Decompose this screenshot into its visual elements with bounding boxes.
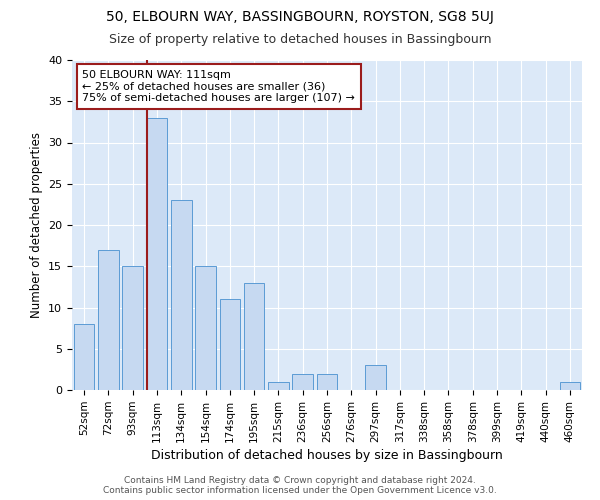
Bar — [98, 250, 119, 390]
Bar — [317, 374, 337, 390]
Bar — [74, 324, 94, 390]
Bar — [268, 382, 289, 390]
Bar — [146, 118, 167, 390]
Bar — [220, 299, 240, 390]
Bar — [560, 382, 580, 390]
Bar — [171, 200, 191, 390]
Bar — [195, 266, 216, 390]
Text: Size of property relative to detached houses in Bassingbourn: Size of property relative to detached ho… — [109, 32, 491, 46]
Bar — [244, 283, 265, 390]
Y-axis label: Number of detached properties: Number of detached properties — [29, 132, 43, 318]
Bar — [292, 374, 313, 390]
Text: Contains HM Land Registry data © Crown copyright and database right 2024.
Contai: Contains HM Land Registry data © Crown c… — [103, 476, 497, 495]
Bar — [122, 266, 143, 390]
X-axis label: Distribution of detached houses by size in Bassingbourn: Distribution of detached houses by size … — [151, 449, 503, 462]
Text: 50 ELBOURN WAY: 111sqm
← 25% of detached houses are smaller (36)
75% of semi-det: 50 ELBOURN WAY: 111sqm ← 25% of detached… — [82, 70, 355, 103]
Bar — [365, 365, 386, 390]
Text: 50, ELBOURN WAY, BASSINGBOURN, ROYSTON, SG8 5UJ: 50, ELBOURN WAY, BASSINGBOURN, ROYSTON, … — [106, 10, 494, 24]
